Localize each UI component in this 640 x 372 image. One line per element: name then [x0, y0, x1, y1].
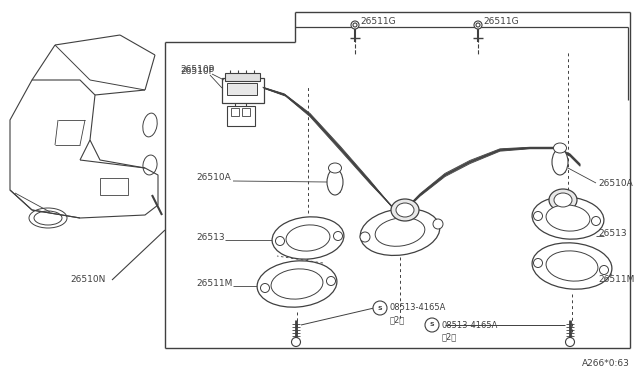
- Circle shape: [425, 318, 439, 332]
- Text: 26511G: 26511G: [360, 17, 396, 26]
- Ellipse shape: [351, 21, 359, 29]
- Ellipse shape: [549, 189, 577, 211]
- Ellipse shape: [476, 23, 480, 27]
- Ellipse shape: [600, 266, 609, 275]
- Ellipse shape: [554, 193, 572, 207]
- Ellipse shape: [327, 169, 343, 195]
- Ellipse shape: [534, 212, 543, 221]
- Ellipse shape: [360, 209, 440, 256]
- Ellipse shape: [532, 243, 612, 289]
- Text: 26510N: 26510N: [70, 276, 106, 285]
- Ellipse shape: [566, 337, 575, 346]
- Text: 08513-4165A: 08513-4165A: [390, 304, 446, 312]
- Bar: [227, 83, 257, 95]
- Ellipse shape: [286, 225, 330, 251]
- Bar: [100, 178, 128, 195]
- Ellipse shape: [333, 231, 342, 241]
- Ellipse shape: [396, 203, 414, 217]
- Ellipse shape: [271, 269, 323, 299]
- Ellipse shape: [474, 21, 482, 29]
- Ellipse shape: [272, 217, 344, 259]
- Ellipse shape: [546, 205, 590, 231]
- Text: 26511M: 26511M: [196, 279, 232, 288]
- Text: A266*0:63: A266*0:63: [582, 359, 630, 368]
- Text: 26510A: 26510A: [196, 173, 231, 183]
- Ellipse shape: [591, 217, 600, 225]
- Text: 26510A: 26510A: [598, 179, 633, 187]
- Text: S: S: [378, 305, 382, 311]
- Bar: [231, 108, 239, 116]
- Ellipse shape: [275, 237, 285, 246]
- Text: 26510P: 26510P: [180, 67, 214, 77]
- Ellipse shape: [291, 337, 301, 346]
- Ellipse shape: [554, 143, 566, 153]
- Ellipse shape: [257, 261, 337, 307]
- Ellipse shape: [326, 276, 335, 285]
- Ellipse shape: [532, 197, 604, 239]
- Text: 26513: 26513: [598, 228, 627, 237]
- Text: 26513: 26513: [196, 232, 225, 241]
- Ellipse shape: [552, 149, 568, 175]
- Ellipse shape: [328, 163, 342, 173]
- Text: 26511G: 26511G: [483, 17, 518, 26]
- Text: S: S: [429, 323, 435, 327]
- Ellipse shape: [360, 232, 370, 242]
- Ellipse shape: [260, 283, 269, 292]
- Ellipse shape: [534, 259, 543, 267]
- Ellipse shape: [353, 23, 357, 27]
- Ellipse shape: [546, 251, 598, 281]
- Ellipse shape: [433, 219, 443, 229]
- Ellipse shape: [375, 218, 425, 246]
- Bar: [225, 73, 260, 81]
- Circle shape: [373, 301, 387, 315]
- Bar: [222, 78, 264, 103]
- Text: （2）: （2）: [390, 315, 405, 324]
- Text: （2）: （2）: [442, 333, 457, 341]
- Text: 26511M: 26511M: [598, 276, 634, 285]
- Bar: [242, 108, 250, 116]
- Text: 08513-4165A: 08513-4165A: [442, 321, 499, 330]
- Ellipse shape: [391, 199, 419, 221]
- Text: 26510P: 26510P: [180, 65, 214, 74]
- Bar: [227, 106, 255, 126]
